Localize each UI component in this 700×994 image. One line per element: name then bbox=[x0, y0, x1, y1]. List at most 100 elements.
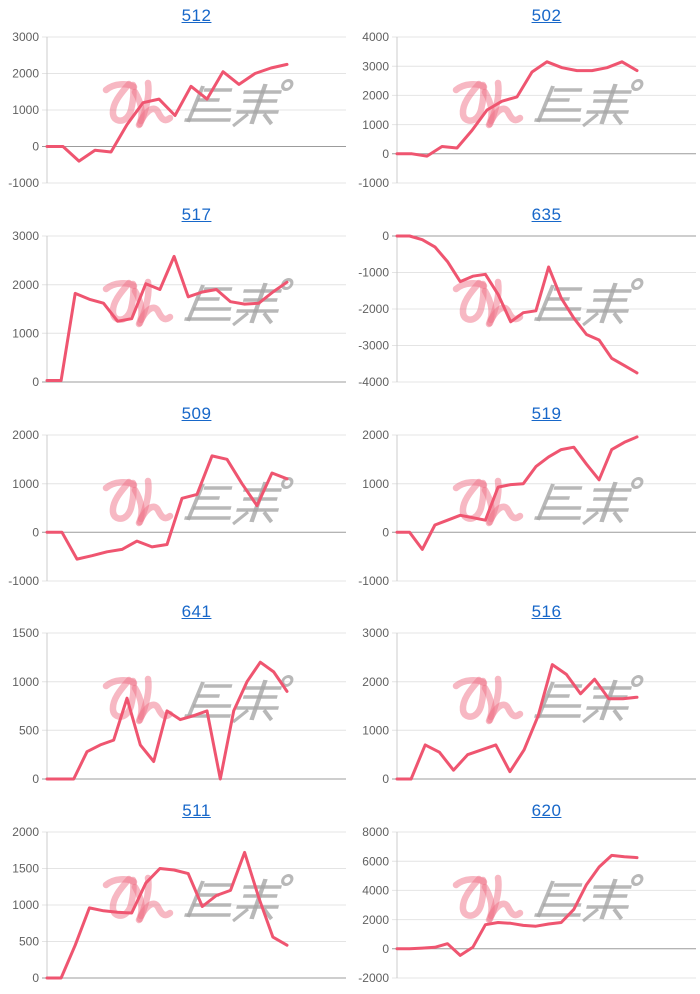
chart-title-link[interactable]: 511 bbox=[182, 801, 211, 821]
line-chart: 0 1000 2000 3000 bbox=[12, 229, 346, 389]
minrepo-watermark-logo bbox=[452, 476, 644, 526]
svg-text:3000: 3000 bbox=[12, 229, 39, 243]
svg-text:500: 500 bbox=[19, 724, 39, 738]
chart-card: 635 -4000 -3000 -2000 -1000 0 bbox=[350, 199, 700, 398]
gridlines bbox=[392, 235, 696, 383]
svg-text:0: 0 bbox=[32, 971, 39, 985]
chart-card: 509 -1000 0 1000 2000 bbox=[0, 398, 350, 597]
watermark-gray-part bbox=[534, 277, 644, 327]
svg-text:1000: 1000 bbox=[12, 103, 39, 117]
y-axis-labels: 0 1000 2000 3000 bbox=[362, 627, 389, 787]
line-chart: 0 500 1000 1500 2000 bbox=[12, 825, 346, 985]
y-axis-labels: -4000 -3000 -2000 -1000 0 bbox=[358, 229, 389, 389]
data-line bbox=[395, 234, 639, 375]
svg-text:500: 500 bbox=[19, 935, 39, 949]
chart-title-link[interactable]: 641 bbox=[181, 602, 212, 622]
data-line bbox=[45, 661, 289, 781]
chart-title: 519 bbox=[397, 404, 696, 424]
svg-text:1000: 1000 bbox=[12, 898, 39, 912]
line-chart: -1000 0 1000 2000 3000 bbox=[8, 30, 346, 190]
svg-text:1500: 1500 bbox=[12, 627, 39, 641]
chart-card: 511 0 500 1000 1500 2000 bbox=[0, 795, 350, 994]
chart-card: 641 0 500 1000 1500 bbox=[0, 596, 350, 795]
svg-text:2000: 2000 bbox=[362, 913, 389, 927]
chart-title-link[interactable]: 517 bbox=[181, 204, 212, 224]
chart-title-link[interactable]: 620 bbox=[531, 801, 562, 821]
chart-title-link[interactable]: 509 bbox=[181, 403, 212, 423]
chart-title-link[interactable]: 519 bbox=[531, 403, 562, 423]
svg-text:3000: 3000 bbox=[12, 30, 39, 44]
watermark-pink-part bbox=[452, 79, 524, 129]
watermark-gray-part bbox=[184, 79, 294, 128]
y-axis-labels: 0 500 1000 1500 2000 bbox=[12, 825, 39, 985]
chart-title: 516 bbox=[397, 602, 696, 622]
data-line bbox=[45, 254, 289, 382]
svg-text:2000: 2000 bbox=[12, 428, 39, 442]
svg-text:-1000: -1000 bbox=[358, 574, 389, 588]
svg-text:1000: 1000 bbox=[12, 326, 39, 340]
gridlines bbox=[392, 831, 696, 979]
svg-text:1000: 1000 bbox=[362, 476, 389, 490]
y-axis-labels: -1000 0 1000 2000 3000 4000 bbox=[358, 30, 389, 190]
svg-text:-2000: -2000 bbox=[358, 302, 389, 316]
minrepo-watermark-logo bbox=[102, 79, 294, 129]
y-axis-labels: -1000 0 1000 2000 3000 bbox=[8, 30, 39, 190]
svg-text:4000: 4000 bbox=[362, 884, 389, 898]
svg-text:0: 0 bbox=[382, 942, 389, 956]
svg-text:2000: 2000 bbox=[12, 67, 39, 81]
svg-text:2000: 2000 bbox=[362, 428, 389, 442]
y-axis-labels: 0 1000 2000 3000 bbox=[12, 229, 39, 389]
y-axis-labels: 0 500 1000 1500 bbox=[12, 627, 39, 787]
svg-text:6000: 6000 bbox=[362, 855, 389, 869]
svg-text:2000: 2000 bbox=[12, 825, 39, 839]
svg-text:1000: 1000 bbox=[12, 476, 39, 490]
svg-text:0: 0 bbox=[382, 773, 389, 787]
svg-text:3000: 3000 bbox=[362, 59, 389, 73]
svg-text:4000: 4000 bbox=[362, 30, 389, 44]
svg-text:8000: 8000 bbox=[362, 825, 389, 839]
svg-text:1000: 1000 bbox=[362, 724, 389, 738]
minrepo-watermark-logo bbox=[102, 277, 294, 328]
watermark-gray-part bbox=[534, 79, 644, 128]
svg-text:-1000: -1000 bbox=[8, 176, 39, 190]
data-line bbox=[45, 62, 289, 163]
svg-text:0: 0 bbox=[32, 140, 39, 154]
watermark-gray-part bbox=[534, 874, 644, 923]
line-chart: 0 1000 2000 3000 bbox=[362, 627, 696, 787]
watermark-gray-part bbox=[184, 874, 294, 923]
chart-title-link[interactable]: 512 bbox=[181, 6, 212, 25]
chart-title: 512 bbox=[47, 6, 346, 26]
svg-text:0: 0 bbox=[32, 525, 39, 539]
chart-title-link[interactable]: 502 bbox=[531, 6, 562, 25]
data-line bbox=[395, 434, 639, 551]
chart-title: 502 bbox=[397, 6, 696, 26]
svg-text:-2000: -2000 bbox=[358, 971, 389, 985]
y-axis-labels: -1000 0 1000 2000 bbox=[358, 428, 389, 588]
data-line bbox=[395, 60, 639, 158]
svg-text:0: 0 bbox=[32, 773, 39, 787]
chart-title-link[interactable]: 635 bbox=[531, 204, 562, 224]
watermark-pink-part bbox=[102, 477, 174, 526]
chart-title-link[interactable]: 516 bbox=[531, 602, 562, 622]
data-line bbox=[395, 854, 639, 958]
svg-text:1000: 1000 bbox=[362, 118, 389, 132]
watermark-pink-part bbox=[452, 676, 524, 725]
svg-text:-4000: -4000 bbox=[358, 375, 389, 389]
data-line bbox=[45, 851, 289, 980]
svg-text:0: 0 bbox=[382, 525, 389, 539]
watermark-pink-part bbox=[452, 874, 524, 924]
chart-title: 511 bbox=[47, 801, 346, 821]
gridlines bbox=[392, 434, 696, 582]
svg-text:1000: 1000 bbox=[12, 675, 39, 689]
chart-card: 519 -1000 0 1000 2000 bbox=[350, 398, 700, 597]
chart-card: 517 0 1000 2000 3000 bbox=[0, 199, 350, 398]
svg-text:-3000: -3000 bbox=[358, 338, 389, 352]
line-chart: -1000 0 1000 2000 bbox=[358, 428, 696, 588]
line-chart: -4000 -3000 -2000 -1000 0 bbox=[358, 229, 696, 389]
watermark-pink-part bbox=[102, 676, 174, 725]
gridlines bbox=[42, 235, 346, 383]
gridlines bbox=[392, 632, 696, 780]
minrepo-watermark-logo bbox=[452, 79, 644, 129]
svg-text:2000: 2000 bbox=[362, 675, 389, 689]
